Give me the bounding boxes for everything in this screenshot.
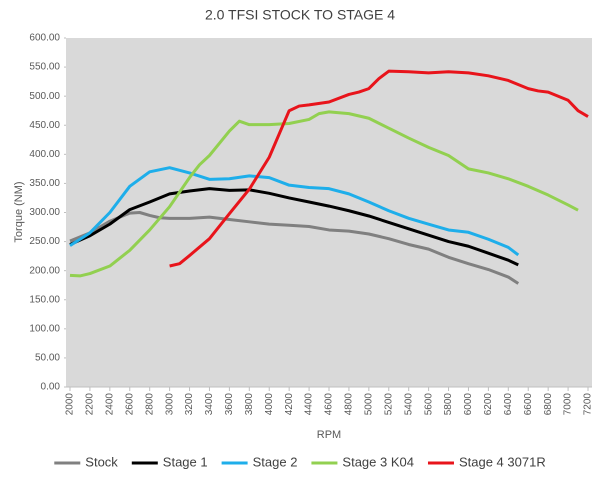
x-tick-label: 7200 (583, 393, 594, 416)
y-axis-title: Torque (NM) (13, 181, 25, 242)
x-tick-label: 5600 (423, 393, 434, 416)
series-line (69, 166, 520, 257)
series-line (69, 110, 579, 278)
y-tick-label: 200.00 (29, 265, 60, 276)
y-tick-label: 250.00 (29, 236, 60, 247)
x-tick-label: 6800 (543, 393, 554, 416)
x-tick-label: 6000 (463, 393, 474, 416)
x-tick-label: 2400 (104, 393, 115, 416)
legend-label: Stage 3 K04 (342, 454, 414, 469)
series-line (69, 211, 520, 285)
y-tick-label: 50.00 (35, 353, 60, 364)
x-tick-label: 2000 (65, 393, 76, 416)
x-tick-label: 4400 (304, 393, 315, 416)
x-tick-label: 2200 (85, 393, 96, 416)
x-tick-label: 5400 (403, 393, 414, 416)
y-tick-label: 150.00 (29, 294, 60, 305)
y-tick-label: 450.00 (29, 120, 60, 131)
legend-label: Stock (85, 454, 118, 469)
x-tick-label: 2600 (124, 393, 135, 416)
x-tick-label: 5200 (383, 393, 394, 416)
x-tick-label: 3400 (204, 393, 215, 416)
x-tick-label: 7000 (563, 393, 574, 416)
y-tick-label: 300.00 (29, 207, 60, 218)
x-tick-label: 4600 (324, 393, 335, 416)
y-tick-label: 350.00 (29, 178, 60, 189)
x-tick-label: 3800 (244, 393, 255, 416)
x-axis-title: RPM (317, 429, 341, 441)
x-tick-label: 6600 (523, 393, 534, 416)
x-tick-label: 4800 (344, 393, 355, 416)
y-tick-label: 600.00 (29, 33, 60, 44)
x-tick-label: 6200 (483, 393, 494, 416)
x-tick-label: 6400 (503, 393, 514, 416)
x-tick-label: 2800 (144, 393, 155, 416)
legend-label: Stage 2 (253, 454, 298, 469)
y-tick-label: 400.00 (29, 149, 60, 160)
y-tick-label: 550.00 (29, 62, 60, 73)
x-tick-label: 3000 (164, 393, 175, 416)
x-tick-label: 3600 (224, 393, 235, 416)
x-tick-label: 5800 (443, 393, 454, 416)
x-tick-label: 3200 (184, 393, 195, 416)
y-tick-label: 0.00 (41, 382, 61, 393)
legend-label: Stage 1 (163, 454, 208, 469)
series-line (169, 69, 589, 268)
series-line (69, 187, 519, 267)
x-tick-label: 5000 (363, 393, 374, 416)
y-tick-label: 100.00 (29, 323, 60, 334)
legend-label: Stage 4 3071R (459, 454, 546, 469)
x-tick-label: 4000 (264, 393, 275, 416)
y-tick-label: 500.00 (29, 91, 60, 102)
chart-title: 2.0 TFSI STOCK TO STAGE 4 (205, 7, 395, 23)
plot-area (66, 38, 592, 387)
x-tick-label: 4200 (284, 393, 295, 416)
